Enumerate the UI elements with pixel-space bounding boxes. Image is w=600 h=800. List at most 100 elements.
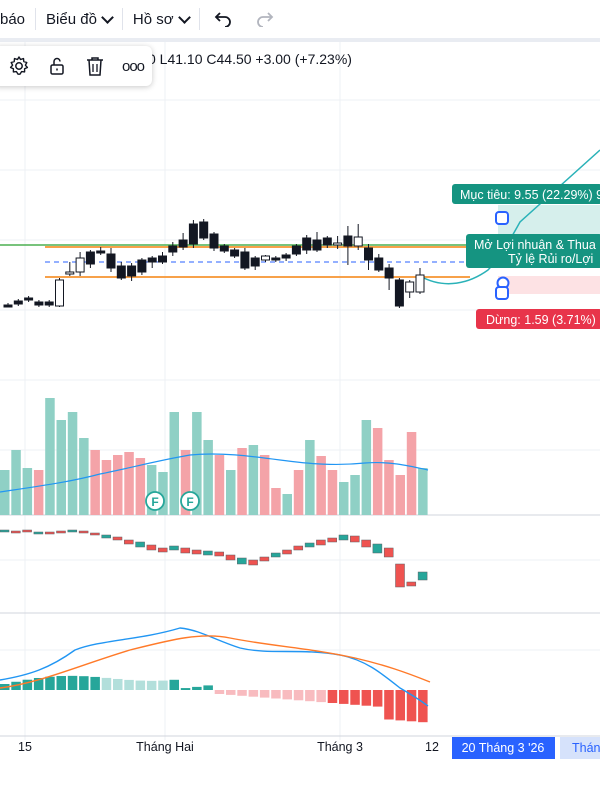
candle-body <box>158 255 167 263</box>
candle-body <box>178 239 188 248</box>
delete-button[interactable] <box>82 53 108 79</box>
volume-bar <box>146 465 157 515</box>
volume-bar <box>259 455 270 515</box>
histogram-bar <box>158 680 168 690</box>
pnl-label-box[interactable] <box>466 234 600 268</box>
svg-text:F: F <box>186 495 193 509</box>
candle-body <box>415 274 425 293</box>
oscillator-candle <box>203 550 213 556</box>
histogram-bar <box>282 690 292 700</box>
target-label-box[interactable] <box>452 184 600 204</box>
oscillator-candle <box>124 539 134 545</box>
candle-body <box>271 257 281 261</box>
volume-bar <box>135 458 146 515</box>
range-end-label: Thán <box>572 741 600 755</box>
profile-menu-label: Hồ sơ <box>132 10 174 28</box>
lock-button[interactable] <box>44 53 70 79</box>
volume-bar <box>418 468 428 515</box>
candle-body <box>394 279 404 307</box>
histogram-bar <box>214 690 225 694</box>
volume-bar <box>361 420 372 515</box>
undo-button[interactable] <box>200 0 246 38</box>
stop-zone[interactable] <box>498 276 600 294</box>
candle-body <box>65 271 75 275</box>
oscillator-candle <box>44 531 55 535</box>
histogram-bar <box>124 679 134 690</box>
oscillator-candle <box>327 537 337 543</box>
histogram-bar <box>418 690 428 723</box>
candle-body <box>96 250 106 254</box>
candle-body <box>147 257 157 263</box>
oscillator-candle <box>383 547 394 558</box>
oscillator-candle <box>395 563 405 588</box>
histogram-bar <box>226 690 236 695</box>
candle-body <box>250 257 260 267</box>
candle-body <box>240 251 250 269</box>
histogram-bar <box>305 690 315 702</box>
more-options-button[interactable]: ooo <box>120 53 146 79</box>
projection-curve[interactable] <box>419 149 600 285</box>
volume-bar <box>180 450 191 515</box>
earnings-badge[interactable]: F <box>145 491 165 511</box>
earnings-badge[interactable]: F <box>180 491 200 511</box>
oscillator-candle <box>248 559 258 566</box>
candle-body <box>333 242 343 246</box>
toolbar-shadow <box>0 38 600 42</box>
candle-body <box>281 254 291 259</box>
toolbar-divider <box>198 8 200 30</box>
signal-line <box>0 635 431 689</box>
candle-body <box>168 245 178 253</box>
volume-bar <box>339 482 349 515</box>
stop-label-box[interactable] <box>476 309 600 329</box>
histogram-bar <box>101 677 112 690</box>
candle-body <box>55 279 64 307</box>
settings-button[interactable] <box>6 53 32 79</box>
candle-body <box>364 247 373 261</box>
oscillator-candle <box>78 530 89 534</box>
oscillator-candle <box>406 581 417 587</box>
selected-date-label: 20 Tháng 3 '26 <box>462 741 545 755</box>
target-handle[interactable] <box>495 211 509 225</box>
candle-body <box>137 259 147 273</box>
volume-bar <box>293 470 304 515</box>
pnl-label-line1: Mở Lợi nhuận & Thua <box>474 238 596 252</box>
oscillator-candle <box>361 539 371 548</box>
candle-body <box>127 265 137 277</box>
volume-bar <box>226 470 236 515</box>
candle-body <box>312 239 322 251</box>
alerts-menu[interactable]: báo <box>0 0 35 38</box>
alerts-label: báo <box>0 10 26 28</box>
histogram-bar <box>350 690 360 705</box>
candle-body <box>3 304 13 308</box>
stop-handle[interactable] <box>495 286 509 300</box>
volume-bar <box>203 440 213 515</box>
time-axis-label: Tháng Hai <box>136 740 194 754</box>
candle-body <box>322 237 332 246</box>
volume-bar <box>90 450 100 515</box>
volume-bar <box>192 412 202 515</box>
histogram-bar <box>146 680 157 690</box>
selected-date-badge <box>452 737 555 759</box>
ohlc-legend: 0 L41.10 C44.50 +3.00 (+7.23%) <box>148 51 352 67</box>
candle-body <box>261 255 270 261</box>
pnl-label-line2: Tỷ lệ Rủi ro/Lợi <box>508 252 593 266</box>
candle-body <box>291 245 301 255</box>
volume-bar <box>0 470 10 515</box>
oscillator-candle <box>338 534 349 541</box>
volume-bar <box>56 420 66 515</box>
oscillator-candle <box>316 539 326 546</box>
histogram-bar <box>33 677 44 690</box>
oscillator-candles <box>0 529 428 588</box>
time-axis-label: 15 <box>18 740 32 754</box>
histogram-bar <box>169 679 179 690</box>
candle-body <box>302 237 312 251</box>
volume-bar <box>158 472 168 515</box>
oscillator-candle <box>169 545 179 551</box>
profile-menu-button[interactable]: Hồ sơ <box>123 0 199 38</box>
candle-body <box>199 221 209 239</box>
histogram-bar <box>203 685 213 690</box>
redo-button[interactable] <box>246 0 284 38</box>
chart-menu-button[interactable]: Biểu đồ <box>36 0 122 38</box>
volume-bar <box>22 468 33 515</box>
